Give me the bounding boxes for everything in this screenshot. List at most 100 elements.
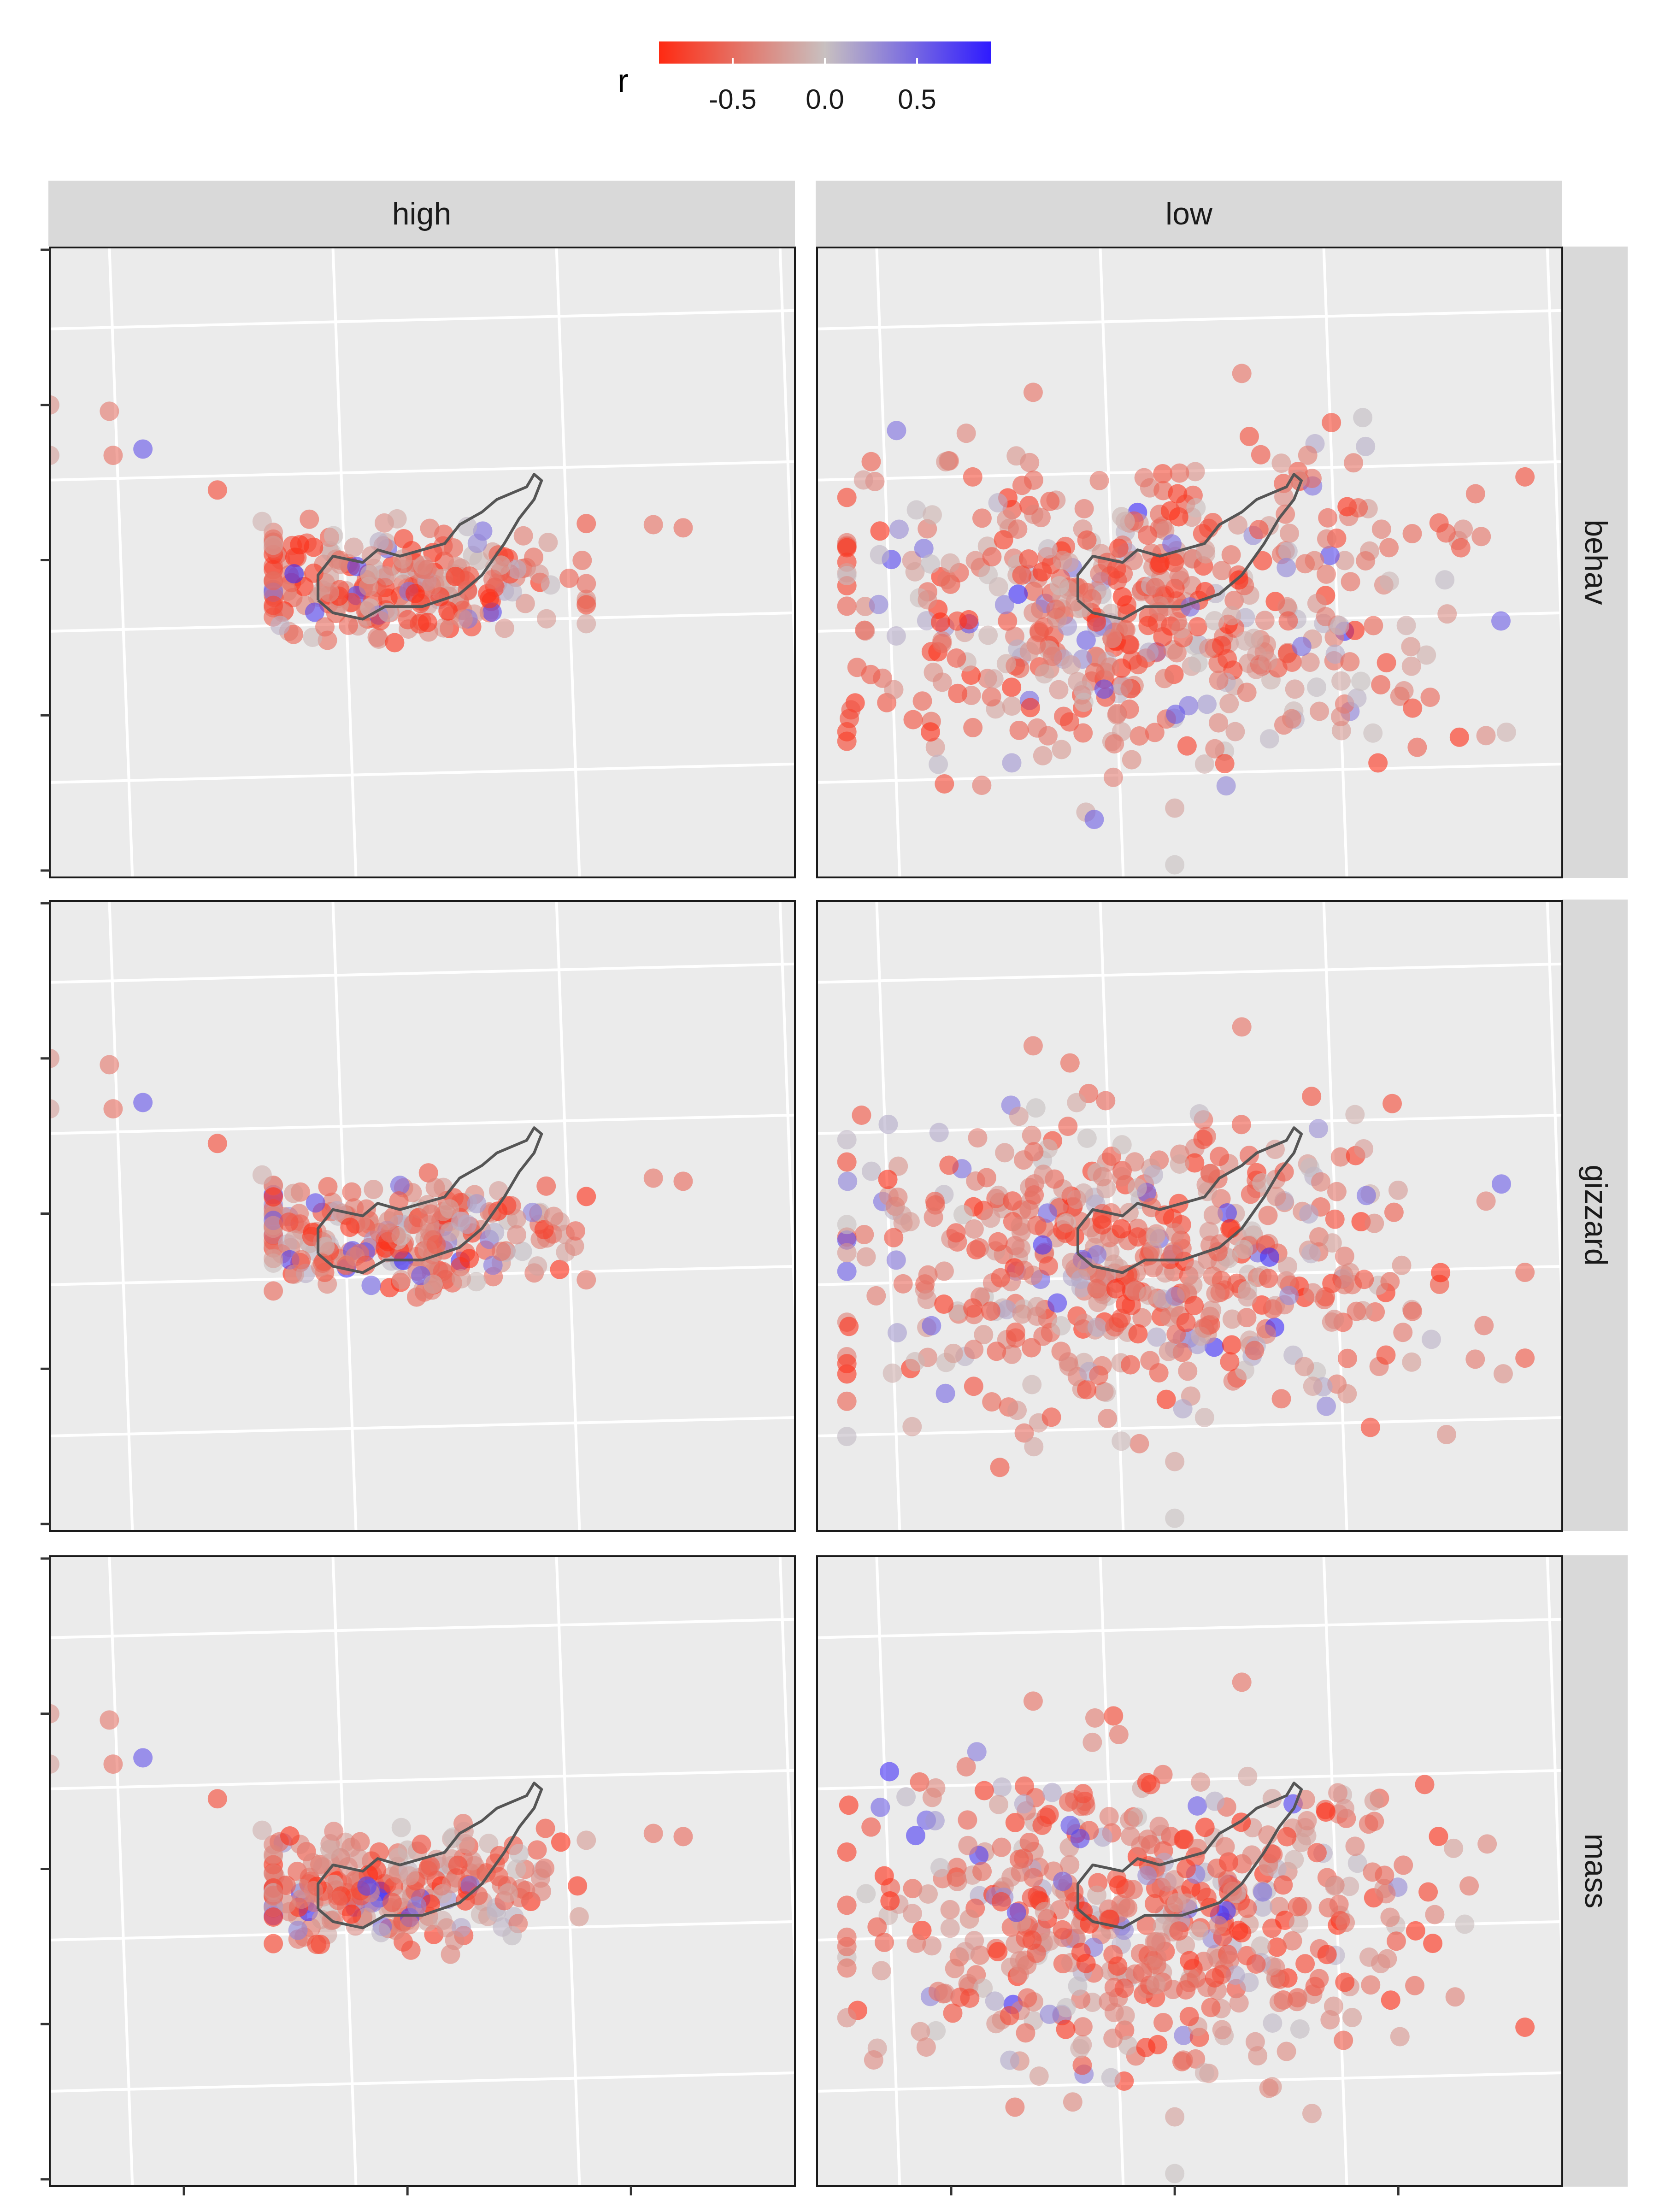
scatter-point xyxy=(444,538,464,558)
scatter-point xyxy=(1165,1508,1185,1528)
scatter-point xyxy=(494,618,514,638)
scatter-point xyxy=(985,1991,1005,2011)
scatter-point xyxy=(1033,1326,1053,1346)
gridline-parallel xyxy=(817,309,1562,330)
scatter-point xyxy=(1105,734,1124,754)
scatter-point xyxy=(974,1781,994,1800)
scatter-point xyxy=(420,518,440,538)
scatter-point xyxy=(405,583,425,603)
scatter-point xyxy=(1024,505,1044,524)
scatter-point xyxy=(930,612,950,632)
scatter-point xyxy=(1331,707,1351,727)
panel-content xyxy=(50,901,795,1531)
scatter-point xyxy=(1199,1315,1218,1335)
scatter-point xyxy=(1251,1936,1271,1956)
scatter-point xyxy=(1153,464,1173,483)
scatter-point xyxy=(305,602,324,622)
gridline-meridian xyxy=(1322,1556,1348,2186)
scatter-point xyxy=(1277,1827,1297,1847)
scatter-point xyxy=(318,1177,338,1197)
scatter-point xyxy=(485,1223,505,1242)
scatter-point xyxy=(1059,1792,1078,1812)
scatter-point xyxy=(536,1176,556,1196)
panel-low-behav xyxy=(816,247,1563,878)
scatter-point xyxy=(970,1945,990,1965)
scatter-point xyxy=(1418,1882,1438,1902)
scatter-point xyxy=(1156,1389,1176,1409)
scatter-point xyxy=(252,1820,272,1840)
scatter-point xyxy=(1331,671,1351,691)
gridline-parallel xyxy=(817,2071,1562,2093)
scatter-point xyxy=(1259,2078,1279,2098)
scatter-point xyxy=(989,1794,1009,1814)
scatter-point xyxy=(1082,589,1102,609)
scatter-point xyxy=(1195,1818,1215,1837)
scatter-point xyxy=(837,1243,857,1263)
panel-content xyxy=(817,1556,1562,2186)
scatter-point xyxy=(1006,1902,1026,1922)
scatter-point xyxy=(1128,1324,1148,1344)
scatter-point xyxy=(264,1187,283,1207)
scatter-point xyxy=(1067,1093,1087,1112)
scatter-point xyxy=(1145,723,1165,742)
scatter-point xyxy=(270,616,290,635)
scatter-point xyxy=(1151,1932,1171,1952)
scatter-point xyxy=(1002,753,1022,773)
scatter-point xyxy=(880,1891,900,1911)
scatter-point xyxy=(1146,1975,1166,1994)
scatter-point xyxy=(1330,1147,1350,1167)
scatter-point xyxy=(1242,1221,1262,1241)
scatter-point xyxy=(1282,1931,1302,1951)
scatter-point xyxy=(1220,1352,1240,1372)
scatter-point xyxy=(1140,1351,1160,1371)
scatter-point xyxy=(569,1907,589,1927)
scatter-point xyxy=(1277,2041,1296,2061)
scatter-point xyxy=(935,1983,955,2003)
scatter-point xyxy=(577,614,596,634)
scatter-point xyxy=(643,1824,663,1843)
scatter-point xyxy=(1012,1304,1032,1324)
scatter-point xyxy=(304,1881,324,1900)
scatter-point xyxy=(1259,1269,1278,1288)
scatter-point xyxy=(1229,570,1249,590)
scatter-point xyxy=(1212,2020,1232,2040)
scatter-point xyxy=(390,1176,410,1195)
scatter-point xyxy=(264,1845,283,1865)
scatter-point xyxy=(1005,2097,1025,2117)
scatter-point xyxy=(1402,1352,1422,1372)
scatter-point xyxy=(1242,1845,1262,1865)
scatter-point xyxy=(1176,1312,1196,1332)
scatter-point xyxy=(1076,630,1096,650)
scatter-point xyxy=(1068,1976,1088,1996)
scatter-point xyxy=(866,1286,886,1306)
scatter-point xyxy=(1317,564,1336,584)
region-outline xyxy=(317,473,543,621)
scatter-point xyxy=(418,1163,438,1183)
scatter-point xyxy=(577,574,596,594)
scatter-point xyxy=(870,521,890,541)
region-outline xyxy=(317,1782,543,1930)
scatter-point xyxy=(946,1223,966,1243)
scatter-point xyxy=(855,621,875,641)
scatter-point xyxy=(1061,655,1081,675)
scatter-point xyxy=(1322,1233,1342,1253)
scatter-point xyxy=(1290,2019,1310,2039)
scatter-point xyxy=(344,537,364,557)
scatter-point xyxy=(1347,688,1367,708)
scatter-point xyxy=(1099,1992,1118,2012)
scatter-point xyxy=(1027,1216,1047,1235)
scatter-point xyxy=(1331,721,1351,741)
scatter-point xyxy=(1153,1917,1173,1936)
scatter-point xyxy=(577,595,596,615)
scatter-point xyxy=(264,1216,283,1235)
scatter-point xyxy=(926,2021,946,2041)
scatter-point xyxy=(1476,726,1496,746)
color-legend: r -0.5 0.0 0.5 xyxy=(618,41,991,115)
scatter-point xyxy=(995,1143,1015,1163)
panel-border xyxy=(49,1555,796,2187)
scatter-point xyxy=(1205,1968,1224,1988)
scatter-point xyxy=(577,514,596,534)
gridline-meridian xyxy=(108,1556,134,2186)
scatter-point xyxy=(252,1165,272,1185)
